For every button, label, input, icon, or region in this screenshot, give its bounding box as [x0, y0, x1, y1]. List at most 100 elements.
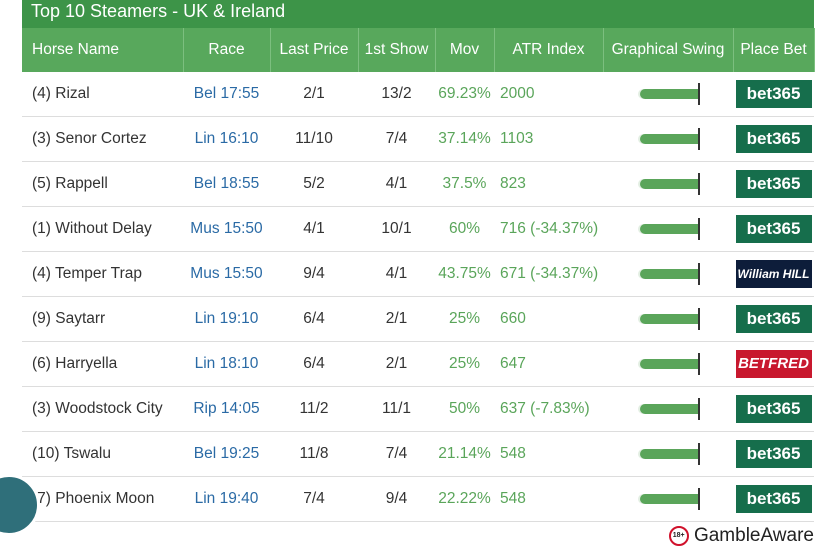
- horse-name: (7) Phoenix Moon: [22, 476, 183, 522]
- column-header: Race: [183, 28, 271, 72]
- swing-bar: [638, 442, 700, 465]
- swing-fill: [640, 403, 698, 414]
- table-body: (4) Rizal Bel 17:55 2/1 13/2 69.23% 2000 bet36…: [22, 72, 814, 522]
- bookmaker-logo[interactable]: bet365: [735, 170, 812, 198]
- swing-bar: [638, 127, 700, 150]
- atr-index: 2000: [494, 72, 603, 117]
- bookmaker-logo[interactable]: bet365: [735, 305, 812, 333]
- graphical-swing: [603, 161, 733, 207]
- swing-fill: [640, 133, 698, 144]
- graphical-swing: [603, 296, 733, 342]
- horse-name: (4) Rizal: [22, 72, 183, 117]
- bookmaker-logo[interactable]: BETFRED: [735, 350, 812, 378]
- race[interactable]: Lin 18:10: [183, 341, 270, 387]
- swing-marker: [698, 307, 700, 330]
- swing-fill: [640, 313, 698, 324]
- column-header: Graphical Swing: [603, 28, 734, 72]
- movement: 37.5%: [435, 161, 494, 207]
- movement: 60%: [435, 206, 494, 252]
- atr-index: 671 (-34.37%): [494, 251, 603, 297]
- race[interactable]: Bel 19:25: [183, 431, 270, 477]
- table-row: (5) Rappell Bel 18:55 5/2 4/1 37.5% 823 bet365: [22, 161, 814, 207]
- swing-marker: [698, 217, 700, 240]
- atr-index: 637 (-7.83%): [494, 386, 603, 432]
- swing-marker: [698, 172, 700, 195]
- first-show: 7/4: [358, 431, 435, 477]
- graphical-swing: [603, 206, 733, 252]
- graphical-swing: [603, 386, 733, 432]
- bookmaker-logo[interactable]: bet365: [735, 440, 812, 468]
- column-header: 1st Show: [358, 28, 436, 72]
- title: Top 10 Steamers - UK & Ireland: [22, 0, 814, 28]
- place-bet: bet365: [733, 206, 814, 252]
- swing-fill: [640, 223, 698, 234]
- place-bet: bet365: [733, 161, 814, 207]
- movement: 37.14%: [435, 116, 494, 162]
- swing-marker: [698, 127, 700, 150]
- table-row: (3) Senor Cortez Lin 16:10 11/10 7/4 37.14% 1…: [22, 116, 814, 162]
- column-header: Horse Name: [22, 28, 184, 72]
- graphical-swing: [603, 341, 733, 387]
- race[interactable]: Rip 14:05: [183, 386, 270, 432]
- place-bet: bet365: [733, 431, 814, 477]
- bookmaker-logo[interactable]: bet365: [735, 80, 812, 108]
- last-price: 4/1: [270, 206, 358, 252]
- race[interactable]: Mus 15:50: [183, 251, 270, 297]
- last-price: 5/2: [270, 161, 358, 207]
- horse-name: (3) Senor Cortez: [22, 116, 183, 162]
- last-price: 9/4: [270, 251, 358, 297]
- first-show: 2/1: [358, 341, 435, 387]
- column-header: Place Bet: [733, 28, 815, 72]
- race[interactable]: Mus 15:50: [183, 206, 270, 252]
- swing-bar: [638, 82, 700, 105]
- place-bet: William HILL: [733, 251, 814, 297]
- table-row: (6) Harryella Lin 18:10 6/4 2/1 25% 647 BETFRE…: [22, 341, 814, 387]
- last-price: 7/4: [270, 476, 358, 522]
- atr-index: 548: [494, 431, 603, 477]
- bookmaker-logo[interactable]: bet365: [735, 485, 812, 513]
- last-price: 6/4: [270, 341, 358, 387]
- movement: 50%: [435, 386, 494, 432]
- bookmaker-logo[interactable]: bet365: [735, 125, 812, 153]
- race[interactable]: Bel 18:55: [183, 161, 270, 207]
- age-badge: 18+: [668, 525, 689, 546]
- horse-name: (5) Rappell: [22, 161, 183, 207]
- race[interactable]: Bel 17:55: [183, 72, 270, 117]
- first-show: 4/1: [358, 251, 435, 297]
- header-row: Horse Name Race Last Price 1st Show Mov ATR I…: [22, 28, 815, 72]
- last-price: 6/4: [270, 296, 358, 342]
- atr-index: 1103: [494, 116, 603, 162]
- bookmaker-logo[interactable]: bet365: [735, 215, 812, 243]
- place-bet: bet365: [733, 296, 814, 342]
- movement: 21.14%: [435, 431, 494, 477]
- first-show: 13/2: [358, 72, 435, 117]
- first-show: 10/1: [358, 206, 435, 252]
- race[interactable]: Lin 19:10: [183, 296, 270, 342]
- first-show: 7/4: [358, 116, 435, 162]
- bookmaker-logo[interactable]: William HILL: [735, 260, 812, 288]
- swing-bar: [638, 397, 700, 420]
- graphical-swing: [603, 431, 733, 477]
- last-price: 2/1: [270, 72, 358, 117]
- race[interactable]: Lin 19:40: [183, 476, 270, 522]
- graphical-swing: [603, 476, 733, 522]
- movement: 22.22%: [435, 476, 494, 522]
- table-row: (10) Tswalu Bel 19:25 11/8 7/4 21.14% 548 bet3…: [22, 431, 814, 477]
- table-row: (9) Saytarr Lin 19:10 6/4 2/1 25% 660 bet365: [22, 296, 814, 342]
- bookmaker-logo[interactable]: bet365: [735, 395, 812, 423]
- graphical-swing: [603, 72, 733, 117]
- gamble-aware: GambleAware: [693, 525, 814, 546]
- place-bet: bet365: [733, 476, 814, 522]
- place-bet: bet365: [733, 116, 814, 162]
- horse-name: (4) Temper Trap: [22, 251, 183, 297]
- last-price: 11/2: [270, 386, 358, 432]
- place-bet: bet365: [733, 386, 814, 432]
- column-header: ATR Index: [494, 28, 604, 72]
- first-show: 11/1: [358, 386, 435, 432]
- last-price: 11/10: [270, 116, 358, 162]
- graphical-swing: [603, 251, 733, 297]
- race[interactable]: Lin 16:10: [183, 116, 270, 162]
- swing-fill: [640, 493, 698, 504]
- movement: 43.75%: [435, 251, 494, 297]
- place-bet: BETFRED: [733, 341, 814, 387]
